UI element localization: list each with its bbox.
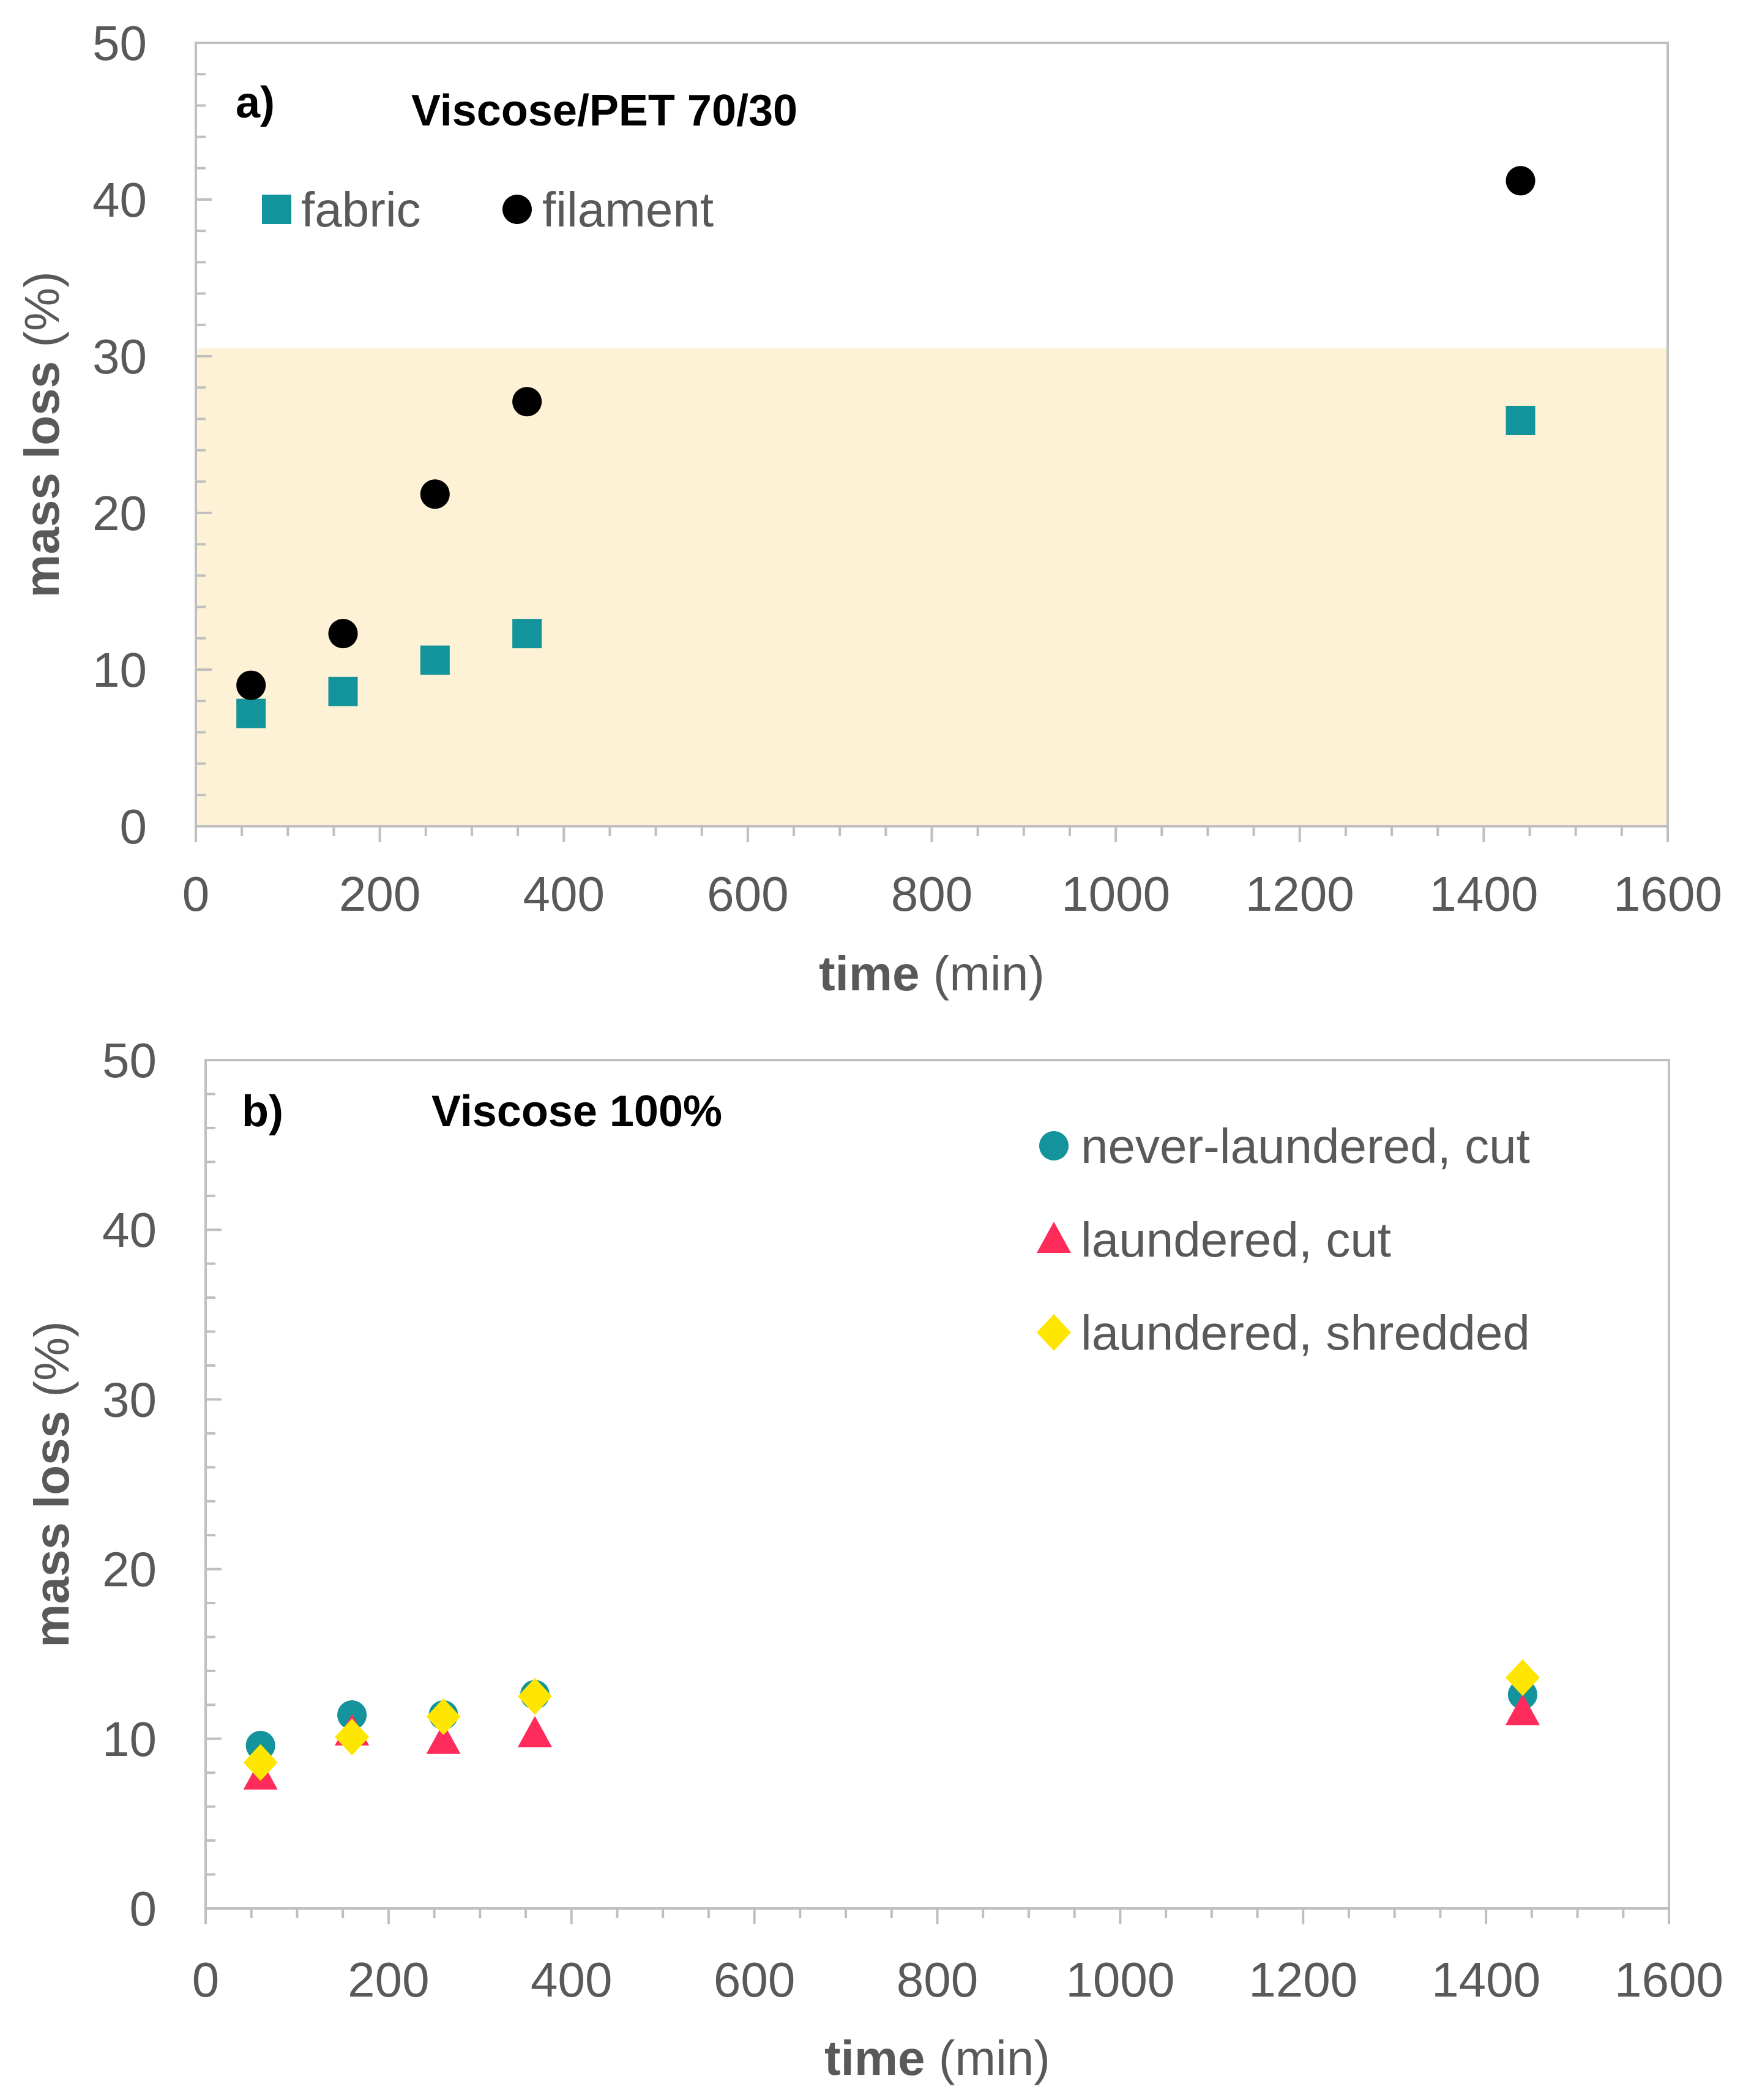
data-point bbox=[420, 479, 450, 509]
data-point bbox=[1506, 405, 1536, 435]
x-tick-label: 200 bbox=[348, 1952, 429, 2007]
y-axis-title-unit: (%) bbox=[15, 271, 69, 361]
data-point bbox=[243, 1744, 278, 1781]
chart-title: Viscose 100% bbox=[431, 1087, 722, 1136]
data-point bbox=[420, 645, 450, 675]
x-tick-label: 1000 bbox=[1066, 1952, 1174, 2007]
y-axis-title: mass loss (%) bbox=[15, 271, 69, 598]
chart-title: Viscose/PET 70/30 bbox=[411, 86, 797, 135]
data-point bbox=[328, 619, 358, 649]
data-point bbox=[335, 1719, 370, 1756]
data-point bbox=[1505, 1659, 1540, 1697]
x-tick-label: 1200 bbox=[1248, 1952, 1357, 2007]
legend-label: never-laundered, cut bbox=[1081, 1119, 1530, 1173]
data-point bbox=[426, 1722, 461, 1754]
x-axis-title: time (min) bbox=[819, 946, 1045, 1001]
x-tick-label: 0 bbox=[192, 1952, 220, 2007]
x-tick-label: 400 bbox=[531, 1952, 612, 2007]
panel-b: 0 200 400 600 800 1000 1200 1400 1600 0 10 20 30 40 50… bbox=[24, 1033, 1723, 2085]
legend-label: laundered, shredded bbox=[1081, 1306, 1530, 1360]
y-tick-label: 20 bbox=[92, 486, 147, 540]
data-point bbox=[426, 1698, 461, 1735]
panel-a: 0 200 400 600 800 1000 1200 1400 1600 0 10 20 30 40 50… bbox=[15, 16, 1722, 1001]
x-tick-label: 600 bbox=[714, 1952, 795, 2007]
y-tick-label: 50 bbox=[102, 1033, 157, 1088]
panel-label: b) bbox=[242, 1087, 283, 1136]
x-tick-label: 1400 bbox=[1431, 1952, 1540, 2007]
x-axis-title-bold: time bbox=[824, 2031, 925, 2085]
y-tick-label: 50 bbox=[92, 16, 147, 70]
x-tick-label: 0 bbox=[182, 867, 210, 921]
x-tick-label: 400 bbox=[523, 867, 605, 921]
data-point bbox=[1506, 166, 1536, 196]
data-point bbox=[328, 676, 358, 706]
x-tick-label: 200 bbox=[339, 867, 420, 921]
y-tick-label: 40 bbox=[102, 1203, 157, 1257]
y-tick-label: 10 bbox=[92, 643, 147, 697]
y-tick-label: 20 bbox=[102, 1542, 157, 1597]
data-point bbox=[1505, 1694, 1540, 1725]
legend-marker bbox=[502, 195, 532, 224]
x-tick-label: 800 bbox=[897, 1952, 978, 2007]
y-tick-label: 10 bbox=[102, 1712, 157, 1766]
legend-marker bbox=[1039, 1131, 1069, 1160]
x-tick-label: 1200 bbox=[1245, 867, 1354, 921]
y-tick-label: 0 bbox=[120, 799, 147, 854]
x-tick-label: 1000 bbox=[1061, 867, 1170, 921]
x-tick-label: 600 bbox=[707, 867, 788, 921]
x-tick-label: 1400 bbox=[1429, 867, 1538, 921]
data-point bbox=[517, 1716, 552, 1747]
data-point bbox=[236, 670, 266, 700]
y-tick-label: 30 bbox=[102, 1372, 157, 1427]
legend-marker bbox=[262, 195, 291, 224]
data-point bbox=[512, 619, 542, 649]
x-axis-title-bold: time bbox=[819, 946, 920, 1001]
x-tick-label: 1600 bbox=[1613, 867, 1722, 921]
legend-marker bbox=[1037, 1222, 1071, 1253]
plot-area-frame bbox=[204, 1059, 1670, 1910]
legend-label: laundered, cut bbox=[1081, 1213, 1391, 1267]
data-point bbox=[517, 1678, 552, 1715]
panel-label: a) bbox=[236, 78, 275, 127]
data-point bbox=[512, 387, 542, 417]
legend-label: filament bbox=[542, 182, 714, 237]
y-axis-title-bold: mass loss bbox=[15, 361, 69, 598]
shaded-region bbox=[197, 348, 1666, 826]
y-tick-label: 0 bbox=[130, 1881, 157, 1936]
x-tick-label: 800 bbox=[891, 867, 972, 921]
x-axis-title: time (min) bbox=[824, 2031, 1050, 2085]
x-axis-title-unit: (min) bbox=[925, 2031, 1050, 2085]
x-tick-label: 1600 bbox=[1614, 1952, 1723, 2007]
x-axis-title-unit: (min) bbox=[920, 946, 1045, 1001]
y-tick-label: 40 bbox=[92, 173, 147, 227]
y-axis-title: mass loss (%) bbox=[24, 1321, 79, 1648]
y-tick-label: 30 bbox=[92, 329, 147, 384]
y-axis-title-unit: (%) bbox=[24, 1321, 79, 1411]
y-axis-title-bold: mass loss bbox=[24, 1411, 79, 1648]
legend-label: fabric bbox=[301, 182, 421, 237]
data-point bbox=[236, 698, 266, 728]
legend-marker bbox=[1037, 1314, 1071, 1351]
